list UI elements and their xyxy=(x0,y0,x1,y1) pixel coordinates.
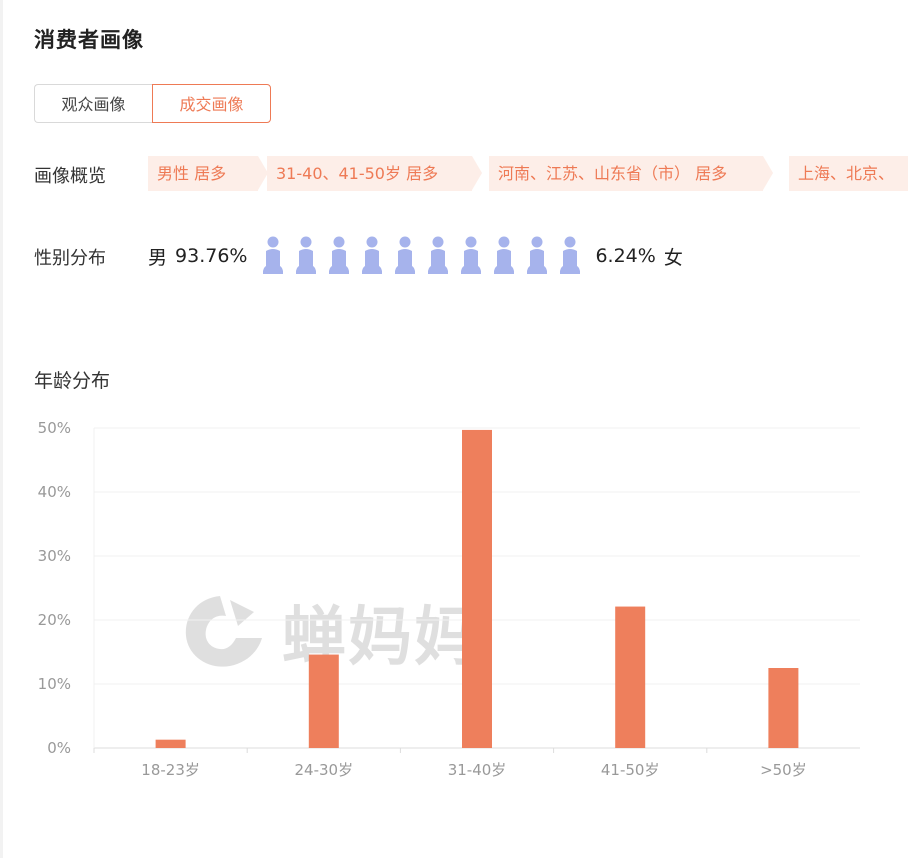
person-icon xyxy=(527,236,548,274)
left-divider xyxy=(0,0,3,858)
y-tick-label: 0% xyxy=(47,739,71,757)
tab-audience-portrait[interactable]: 观众画像 xyxy=(34,84,152,123)
person-icon xyxy=(296,236,317,274)
x-tick-label: 31-40岁 xyxy=(448,761,507,779)
overview-tag-gender: 男性 居多 xyxy=(148,156,268,191)
overview-tags: 男性 居多 31-40、41-50岁 居多 河南、江苏、山东省（市） 居多 上海… xyxy=(148,156,908,191)
person-icon xyxy=(362,236,383,274)
male-percent: 93.76% xyxy=(175,245,248,267)
x-tick-label: 18-23岁 xyxy=(141,761,200,779)
y-tick-label: 50% xyxy=(38,419,71,437)
bar-2[interactable] xyxy=(462,429,492,748)
overview-label: 画像概览 xyxy=(34,166,106,187)
chart-y-ticks: 0% 10% 20% 30% 40% 50% xyxy=(38,419,71,757)
gender-label: 性别分布 xyxy=(34,248,106,269)
overview-tag-province: 河南、江苏、山东省（市） 居多 xyxy=(489,156,773,191)
chart-x-ticks: 18-23岁 24-30岁 31-40岁 41-50岁 >50岁 xyxy=(93,748,807,779)
y-tick-label: 30% xyxy=(38,547,71,565)
x-tick-label: 41-50岁 xyxy=(601,761,660,779)
age-distribution-title: 年龄分布 xyxy=(34,370,111,392)
person-icon xyxy=(395,236,416,274)
bar-3[interactable] xyxy=(615,606,646,748)
person-icon xyxy=(428,236,449,274)
overview-tag-age: 31-40、41-50岁 居多 xyxy=(267,156,482,191)
page-title: 消费者画像 xyxy=(34,28,144,52)
x-tick-label: >50岁 xyxy=(760,761,807,779)
person-icon xyxy=(560,236,581,274)
gender-icons xyxy=(262,236,581,276)
female-percent: 6.24% xyxy=(595,245,656,267)
y-tick-label: 10% xyxy=(38,675,71,693)
portrait-tabs: 观众画像 成交画像 xyxy=(34,84,271,123)
gender-distribution: 男 93.76% 6.24% 女 xyxy=(148,236,683,276)
person-icon xyxy=(461,236,482,274)
female-label: 女 xyxy=(663,246,683,269)
person-icon xyxy=(263,236,284,274)
overview-tag-city: 上海、北京、 xyxy=(789,156,908,191)
person-icon xyxy=(329,236,350,274)
chart-bars xyxy=(155,429,799,748)
tab-deal-portrait[interactable]: 成交画像 xyxy=(152,84,271,123)
bar-0[interactable] xyxy=(155,739,186,748)
y-tick-label: 40% xyxy=(38,483,71,501)
male-label: 男 xyxy=(148,246,168,269)
bar-4[interactable] xyxy=(768,668,799,748)
age-distribution-chart: 0% 10% 20% 30% 40% 50% 18-23岁 24-30岁 31-40岁 41-5… xyxy=(38,419,860,779)
person-icon xyxy=(494,236,515,274)
y-tick-label: 20% xyxy=(38,611,71,629)
bar-1[interactable] xyxy=(308,654,339,748)
x-tick-label: 24-30岁 xyxy=(295,761,354,779)
